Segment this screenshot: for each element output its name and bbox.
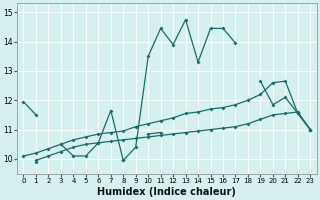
X-axis label: Humidex (Indice chaleur): Humidex (Indice chaleur) [98,187,236,197]
